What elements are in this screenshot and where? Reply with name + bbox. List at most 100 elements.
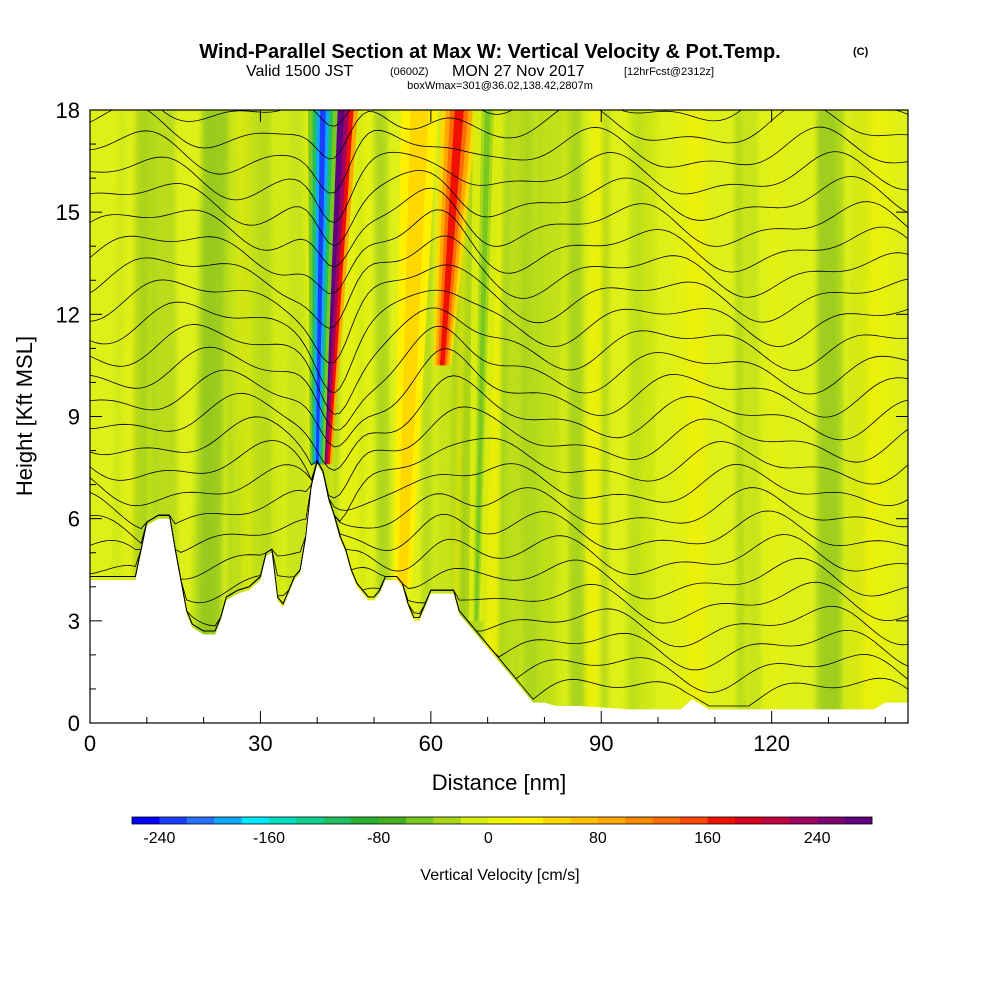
field-streak [734,110,746,723]
field-streak [535,110,571,723]
colorbar-swatch [214,817,242,824]
x-tick-label: 30 [248,731,272,756]
velocity-band [474,110,491,621]
isentrope-line [90,209,908,294]
colorbar-title: Vertical Velocity [cm/s] [420,867,579,884]
colorbar-swatch [762,817,791,824]
colorbar-label: 240 [804,830,831,847]
valid-time-line: Valid 1500 JST (0600Z) MON 27 Nov 2017 [… [246,63,714,80]
isentrope-line [90,169,908,247]
isentrope-line [90,264,908,364]
colorbar-swatch [323,817,352,824]
y-tick-label: 3 [68,609,80,634]
colorbar-swatch [625,817,654,824]
plot-area [90,110,908,723]
colorbar-swatch [296,817,325,824]
forecast-label: [12hrFcst@2312z] [624,66,714,78]
x-tick-label: 60 [419,731,443,756]
isentrope-line [90,151,908,224]
velocity-band [400,110,425,587]
isentrope-line [161,110,908,127]
isentrope-line [90,406,908,499]
colorbar-swatch [406,817,434,824]
field-streak [529,110,542,723]
colorbar-label: -80 [367,830,390,847]
colorbar-swatch [543,817,571,824]
colorbar-swatch [460,817,489,824]
field-streak [565,110,585,723]
colorbar-swatch [789,817,818,824]
isentrope-contours [90,110,908,707]
isentrope-line [90,459,908,580]
colorbar-swatch [844,817,873,824]
x-tick-label: 90 [589,731,613,756]
isentrope-line [90,348,908,448]
colorbar-label: -160 [253,830,285,847]
box-info: boxWmax=301@36.02,138.42,2807m [407,80,593,92]
isentrope-line [90,459,908,604]
field-streak [199,110,227,723]
valid-utc: (0600Z) [390,66,429,78]
y-axis-label: Height [Kft MSL] [12,336,37,496]
isentrope-line [90,459,908,627]
field-streak [600,110,610,723]
field-streak [356,110,367,723]
axis-ticks: 0 30 60 90 120 0 3 6 9 12 15 18 [56,98,908,756]
isentrope-line [90,187,908,268]
field-streak [876,110,897,723]
y-tick-label: 0 [68,711,80,736]
x-tick-label: 0 [84,731,96,756]
y-tick-label: 9 [68,405,80,430]
isentrope-line [90,325,908,431]
x-axis-label: Distance [nm] [432,770,567,795]
isentrope-line [90,459,908,511]
field-streak [109,110,127,723]
isentrope-line [90,459,908,530]
isentrope-line [90,126,908,194]
colorbar-swatch [488,817,517,824]
colorbar-swatch [597,817,626,824]
chart-title: Wind-Parallel Section at Max W: Vertical… [199,41,780,63]
isentrope-line [90,289,908,394]
colorbar-swatch [241,817,270,824]
isentrope-line [90,307,908,415]
y-tick-label: 12 [56,302,80,327]
field-streak [687,110,706,723]
colorbar-swatch [515,817,544,824]
colorbar-swatch [652,817,681,824]
colorbar-frame [131,816,873,825]
isentrope-line [90,459,908,553]
valid-prefix: Valid 1500 JST [246,63,354,80]
colorbar-label: -240 [143,830,175,847]
colorbar-label: 80 [589,830,607,847]
isentrope-line [90,437,908,522]
colorbar-swatch [269,817,297,824]
colorbar-swatch [378,817,407,824]
colorbar-swatch [351,817,379,824]
colorbar: -240 -160 -80 0 80 160 240 [131,816,873,847]
field-streak [769,110,780,723]
colorbar-label: 160 [694,830,721,847]
y-tick-label: 18 [56,98,80,123]
field-streak [239,110,262,723]
field-streak [583,110,607,723]
field-streak [628,110,645,723]
colorbar-swatch [680,817,708,824]
colorbar-swatch [433,817,462,824]
colorbar-swatch [734,817,763,824]
colorbar-swatch [570,817,599,824]
colorbar-label: 0 [484,830,493,847]
isentrope-line [90,235,908,329]
y-tick-label: 6 [68,507,80,532]
colorbar-swatch [186,817,215,824]
copyright-mark: (C) [853,46,869,58]
x-tick-label: 120 [753,731,790,756]
colorbar-swatch [707,817,736,824]
field-streak [450,110,470,723]
isentrope-line [90,375,908,471]
y-tick-label: 15 [56,200,80,225]
valid-date: MON 27 Nov 2017 [452,63,585,80]
colorbar-swatch [817,817,845,824]
colorbar-swatch [159,817,188,824]
